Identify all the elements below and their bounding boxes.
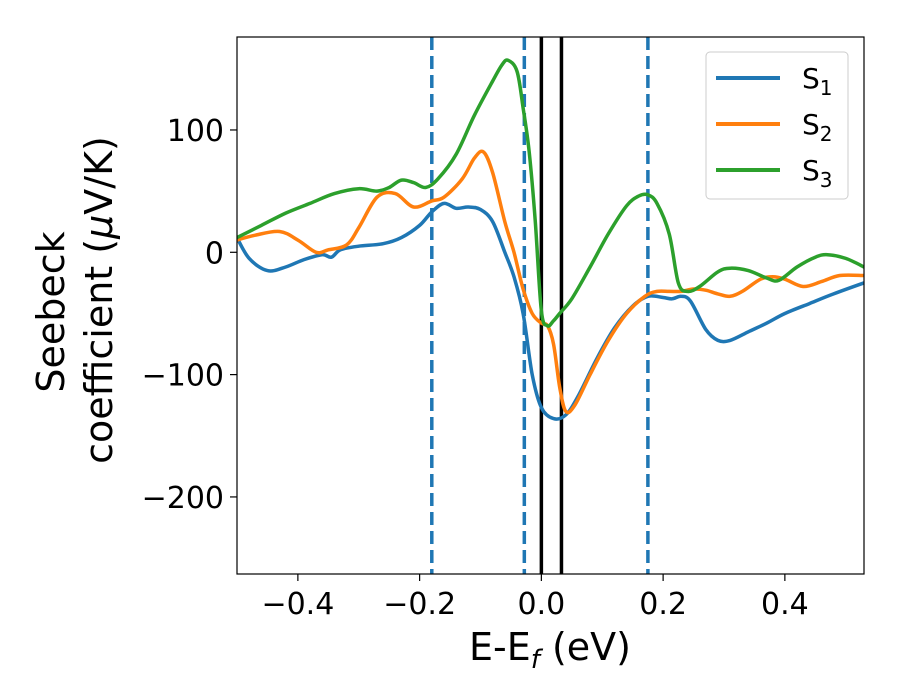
series-line-s1: [237, 201, 864, 421]
legend: S1 S2 S3: [705, 51, 849, 200]
y-axis-title-line2-b: V/K): [77, 136, 121, 215]
y-axis-title-line2: coefficient (μV/K): [77, 136, 121, 464]
x-axis-title-main: E-E: [469, 625, 531, 669]
x-tick-label: −0.2: [383, 587, 456, 622]
x-axis-title: E-Ef (eV): [469, 625, 631, 675]
x-tick-label: 0.0: [518, 587, 566, 622]
legend-label-s1: S1: [802, 62, 833, 100]
legend-label-s3: S3: [802, 154, 833, 192]
y-axis-title-mu: μ: [77, 215, 121, 240]
x-axis-title-tail: (eV): [540, 625, 631, 669]
y-axis-title-line1: Seebeck: [29, 231, 73, 392]
y-tick-label: −100: [142, 359, 224, 394]
y-axis-title-line2-a: coefficient (: [77, 239, 121, 464]
y-tick-label: −200: [142, 481, 224, 516]
x-tick-label: 0.4: [761, 587, 809, 622]
x-tick-label: −0.4: [261, 587, 334, 622]
legend-label-s2: S2: [802, 108, 833, 146]
series-line-s2: [237, 149, 864, 415]
series-line-s3: [237, 58, 864, 328]
y-tick-label: 100: [167, 114, 224, 149]
x-tick-label: 0.2: [639, 587, 687, 622]
y-tick-label: 0: [205, 236, 224, 271]
plot-frame: [236, 36, 865, 575]
